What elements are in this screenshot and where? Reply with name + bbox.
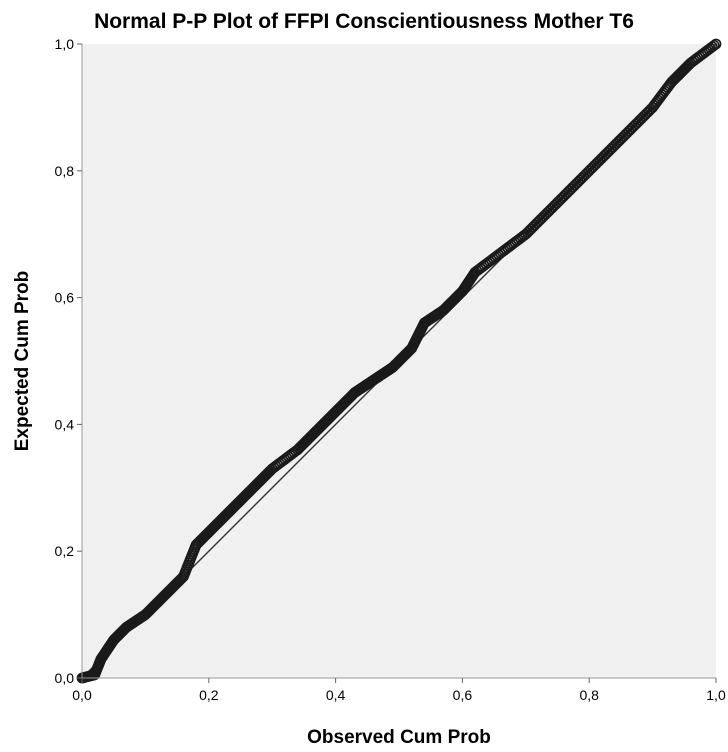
data-point [600,149,611,160]
data-point [549,199,561,211]
data-point [554,194,566,206]
data-point [708,39,720,51]
data-point [592,156,604,168]
data-point [620,129,631,140]
x-axis-ticks: 0,0 0,2 0,4 0,6 0,8 1,0 [72,678,726,703]
data-point [538,210,550,222]
data-point [558,190,570,202]
data-point [627,121,639,133]
data-point [612,136,624,148]
data-point [556,192,568,204]
data-point [576,172,588,184]
y-tick-label: 0,4 [55,416,75,432]
y-tick-label: 0,0 [55,670,75,686]
data-point [625,123,637,135]
data-point [578,170,590,182]
data-point [632,116,644,128]
data-point [603,145,615,157]
data-point [520,228,532,240]
data-point [551,198,562,209]
x-tick-label: 0,4 [326,687,346,703]
data-point [587,161,599,173]
data-point [562,187,573,198]
data-point [531,217,543,229]
x-tick-label: 1,0 [706,687,726,703]
data-point [609,140,620,151]
data-point [634,114,646,126]
data-point [540,208,552,220]
y-tick-label: 0,2 [55,543,75,559]
data-point [543,205,555,217]
data-point [616,132,628,144]
data-point [621,127,633,139]
data-point [585,163,597,175]
data-point [601,147,613,159]
data-point [524,225,535,236]
data-point [636,112,648,124]
x-tick-label: 0,2 [199,687,219,703]
data-point [522,226,534,238]
data-point [529,219,541,231]
chart-title: Normal P-P Plot of FFPI Conscientiousnes… [94,10,634,33]
data-point [533,216,544,227]
data-point [629,120,640,131]
data-point [641,107,653,119]
y-tick-label: 1,0 [55,36,75,52]
data-point [574,174,586,186]
data-point [534,214,546,226]
y-axis-ticks: 0,0 0,2 0,4 0,6 0,8 1,0 [55,36,82,686]
data-point [560,188,572,200]
data-point [542,207,553,218]
data-point [571,178,582,189]
x-tick-label: 0,6 [453,687,473,703]
data-point [618,130,630,142]
data-point [572,176,584,188]
data-point [596,152,608,164]
data-point [527,221,539,233]
data-point [583,165,595,177]
data-point [580,169,591,180]
y-tick-label: 0,8 [55,163,75,179]
x-tick-label: 0,0 [72,687,92,703]
data-point [610,138,622,150]
data-point [547,201,559,213]
data-point [710,38,722,50]
data-point [638,111,649,122]
data-point [553,196,564,207]
data-point [545,203,557,215]
data-point [536,212,548,224]
data-point [623,125,635,137]
data-point [565,183,577,195]
y-tick-label: 0,6 [55,290,75,306]
data-point [581,167,593,179]
data-point [639,109,651,121]
data-point [630,118,642,130]
data-point [598,150,610,162]
y-axis-label: Expected Cum Prob [12,271,33,452]
data-point [525,223,537,235]
data-points [76,38,722,684]
data-point [591,158,602,169]
x-axis-label: Observed Cum Prob [307,727,491,748]
data-point [589,159,601,171]
x-tick-label: 0,8 [579,687,599,703]
data-point [569,179,581,191]
data-point [605,143,617,155]
data-point [567,181,579,193]
data-point [563,185,575,197]
data-point [614,134,626,146]
data-point [607,141,619,153]
data-point [594,154,606,166]
